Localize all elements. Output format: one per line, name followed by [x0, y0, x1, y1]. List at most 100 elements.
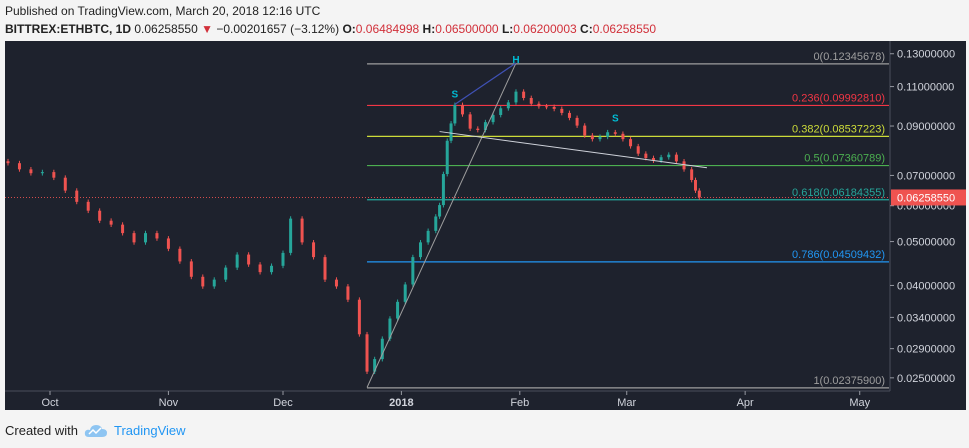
- candle-body: [606, 132, 610, 137]
- tradingview-brand[interactable]: TradingView: [113, 423, 186, 438]
- last-price: 0.06258550: [134, 22, 198, 36]
- candle-body: [567, 112, 571, 118]
- fib-level-label: 1(0.02375900): [813, 375, 885, 387]
- candle-body: [545, 106, 549, 108]
- candle-body: [178, 248, 182, 262]
- candle-body: [121, 224, 125, 234]
- x-tick-label: Apr: [737, 397, 754, 409]
- candle-body: [346, 286, 350, 300]
- open-label: O:: [342, 22, 356, 36]
- y-tick-label: 0.09000000: [897, 121, 955, 133]
- candle-body: [491, 114, 495, 123]
- x-tick-label: Mar: [617, 397, 636, 409]
- candle-body: [235, 254, 239, 268]
- candle-body: [29, 169, 33, 174]
- symbol-legend: BITTREX:ETHBTC, 1D 0.06258550 ▼ −0.00201…: [5, 22, 656, 36]
- candle-body: [373, 359, 377, 372]
- candle-body: [109, 220, 113, 225]
- candle-body: [281, 252, 285, 266]
- candle-body: [621, 133, 625, 140]
- pattern-annotation: S: [452, 90, 459, 101]
- candle-body: [289, 218, 293, 253]
- candle-body: [212, 279, 216, 287]
- chart-panel[interactable]: 0.13000000 0.11000000 0.09000000 0.07000000…: [5, 41, 966, 410]
- y-tick-label: 0.05000000: [897, 237, 955, 249]
- tradingview-cloud-icon: [84, 424, 107, 437]
- fib-level-label: 0(0.12345678): [813, 51, 885, 63]
- candle-body: [461, 104, 465, 115]
- open-value: 0.06484998: [355, 22, 420, 36]
- candle-body: [312, 242, 316, 258]
- candle-body: [583, 125, 587, 136]
- y-tick-label: 0.11000000: [897, 82, 954, 94]
- pattern-annotation: H: [512, 55, 519, 66]
- candle-body: [506, 102, 510, 109]
- candle-body: [590, 135, 594, 140]
- candle-body: [667, 154, 671, 158]
- candle-body: [598, 136, 602, 140]
- candle-body: [270, 265, 274, 273]
- candle-body: [483, 122, 487, 130]
- candle-body: [560, 108, 564, 113]
- fib-level-label: 0.786(0.04509432): [792, 249, 885, 261]
- x-tick-label: May: [849, 397, 870, 409]
- pattern-annotation: S: [612, 114, 619, 125]
- low-value: 0.06200003: [513, 22, 577, 36]
- candle-body: [365, 334, 369, 372]
- shoulder-head-line: [454, 62, 517, 105]
- candle-body: [575, 117, 579, 126]
- y-tick-label: 0.02900000: [897, 344, 955, 356]
- candle-body: [636, 146, 640, 154]
- chart-svg[interactable]: 0.13000000 0.11000000 0.09000000 0.07000000…: [5, 41, 966, 410]
- candle-body: [334, 279, 338, 287]
- candle-body: [522, 91, 526, 98]
- candle-body: [357, 299, 361, 335]
- price-change: −0.00201657 (−3.12%): [216, 22, 340, 36]
- candle-body: [411, 257, 415, 285]
- candle-body: [258, 264, 262, 273]
- close-value: 0.06258550: [592, 22, 657, 36]
- candle-body: [143, 233, 147, 243]
- candle-body: [300, 218, 304, 243]
- candle-body: [468, 114, 472, 129]
- candle-body: [132, 233, 136, 243]
- y-tick-label: 0.03400000: [897, 312, 955, 324]
- created-with-text: Created with: [5, 423, 78, 438]
- high-value: 0.06500000: [435, 22, 499, 36]
- candle-body: [499, 108, 503, 115]
- current-price-tag: [891, 189, 966, 206]
- symbol-label: BITTREX:ETHBTC, 1D: [5, 22, 131, 36]
- low-label: L:: [501, 22, 514, 36]
- candle-body: [644, 153, 648, 158]
- candle-body: [247, 254, 251, 265]
- x-tick-label: 2018: [389, 397, 413, 409]
- footer: Created with TradingView: [5, 423, 186, 438]
- candle-body: [453, 104, 457, 124]
- candle-body: [449, 123, 453, 141]
- current-price-label: 0.06258550: [897, 192, 955, 204]
- candle-body: [418, 242, 422, 258]
- candle-body: [552, 106, 556, 109]
- candle-body: [403, 284, 407, 302]
- fib-level-label: 0.236(0.09992810): [792, 92, 885, 104]
- neckline: [439, 131, 708, 169]
- candle-body: [697, 190, 701, 198]
- x-tick-label: Feb: [510, 397, 529, 409]
- candle-body: [445, 140, 449, 175]
- candle-body: [388, 318, 392, 339]
- x-tick-label: Dec: [273, 397, 293, 409]
- candle-body: [201, 276, 205, 287]
- candle-body: [682, 161, 686, 170]
- y-tick-label: 0.04000000: [897, 280, 955, 292]
- candle-body: [86, 201, 90, 211]
- candle-body: [75, 190, 79, 202]
- down-arrow-icon: ▼: [201, 22, 213, 36]
- candle-body: [52, 172, 56, 178]
- published-line: Published on TradingView.com, March 20, …: [5, 4, 321, 18]
- candle-body: [98, 210, 102, 221]
- candle-body: [224, 267, 228, 280]
- candle-body: [690, 169, 694, 180]
- candle-body: [155, 233, 159, 239]
- candle-body: [537, 103, 541, 107]
- candle-body: [426, 230, 430, 243]
